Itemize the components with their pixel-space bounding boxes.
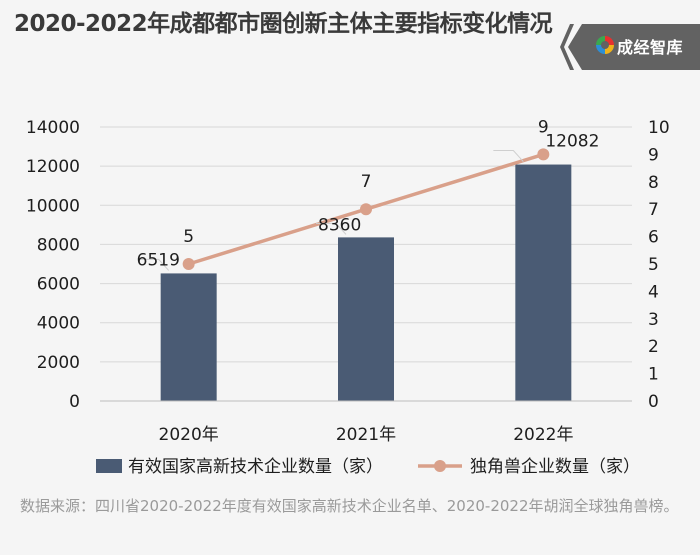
chart-title: 2020-2022年成都都市圈创新主体主要指标变化情况	[14, 11, 553, 37]
chevron-decoration-icon	[560, 24, 582, 70]
y-right-tick-label: 6	[648, 228, 659, 248]
x-tick-label: 2022年	[513, 425, 573, 445]
y-left-tick-label: 8000	[37, 235, 80, 255]
legend-label-line: 独角兽企业数量（家）	[470, 457, 640, 477]
bar-label-leader	[493, 150, 524, 162]
line-value-label: 7	[361, 172, 372, 192]
legend-swatch-bar	[96, 459, 122, 473]
y-right-tick-label: 10	[648, 118, 670, 138]
y-right-tick-label: 5	[648, 255, 659, 275]
y-right-tick-label: 9	[648, 145, 659, 165]
logo-badge-icon	[596, 36, 614, 54]
y-right-tick-label: 7	[648, 200, 659, 220]
legend-label-bar: 有效国家高新技术企业数量（家）	[128, 457, 383, 477]
y-right-tick-label: 3	[648, 310, 659, 330]
y-left-tick-label: 2000	[37, 353, 80, 373]
source-note: 数据来源：四川省2020-2022年度有效国家高新技术企业名单、2020-202…	[20, 497, 679, 515]
bar-value-label: 6519	[137, 250, 180, 270]
y-left-tick-label: 6000	[37, 275, 80, 295]
line-point	[537, 148, 550, 161]
line-value-label: 5	[183, 227, 194, 247]
bar	[515, 164, 572, 401]
y-left-tick-label: 10000	[26, 196, 80, 216]
y-left-tick-label: 14000	[26, 118, 80, 138]
bar	[160, 273, 217, 401]
y-right-tick-label: 0	[648, 392, 659, 412]
y-right-tick-label: 2	[648, 337, 659, 357]
bar-value-label: 8360	[318, 215, 361, 235]
line-value-label: 9	[538, 117, 549, 137]
logo-text: 成经智库	[617, 38, 684, 57]
legend-swatch-point	[434, 460, 446, 472]
bar-label-leader	[316, 222, 347, 235]
brand-logo: 成经智库	[560, 24, 700, 72]
bar-label-leader	[138, 258, 170, 271]
y-left-tick-label: 0	[69, 392, 80, 412]
bar-value-label: 12082	[545, 132, 599, 152]
bar	[338, 237, 394, 401]
y-right-tick-label: 1	[648, 365, 659, 385]
line-point	[182, 258, 195, 270]
line-point	[360, 203, 372, 216]
y-right-tick-label: 8	[648, 173, 659, 193]
y-right-tick-label: 4	[648, 282, 659, 302]
y-left-tick-label: 12000	[26, 157, 80, 177]
x-tick-label: 2021年	[336, 425, 396, 445]
x-tick-label: 2020年	[159, 425, 219, 445]
y-left-tick-label: 4000	[37, 314, 80, 334]
